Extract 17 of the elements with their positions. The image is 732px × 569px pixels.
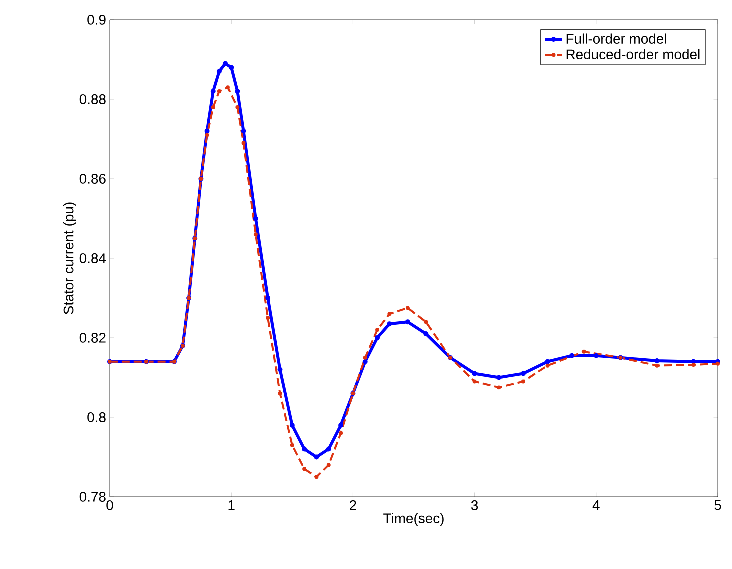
x-tick-label: 5 bbox=[714, 500, 722, 510]
y-tick-label: 0.86 bbox=[80, 174, 106, 184]
y-tick-label: 0.78 bbox=[80, 492, 106, 502]
y-tick-label: 0.8 bbox=[88, 412, 106, 422]
y-tick-label: 0.82 bbox=[80, 333, 106, 343]
y-tick-label: 0.9 bbox=[88, 15, 106, 25]
y-axis-title: Stator current (pu) bbox=[63, 202, 76, 314]
x-tick-label: 2 bbox=[350, 500, 356, 510]
legend-label: Full-order model bbox=[566, 34, 666, 44]
legend-label: Reduced-order model bbox=[566, 49, 700, 60]
y-tick-label: 0.88 bbox=[80, 94, 106, 104]
x-tick-label: 1 bbox=[228, 500, 235, 510]
x-tick-label: 4 bbox=[592, 500, 600, 510]
x-axis-title: Time(sec) bbox=[384, 513, 444, 526]
x-tick-label: 0 bbox=[106, 500, 114, 510]
x-tick-label: 3 bbox=[471, 500, 478, 510]
y-tick-label: 0.84 bbox=[80, 254, 106, 264]
